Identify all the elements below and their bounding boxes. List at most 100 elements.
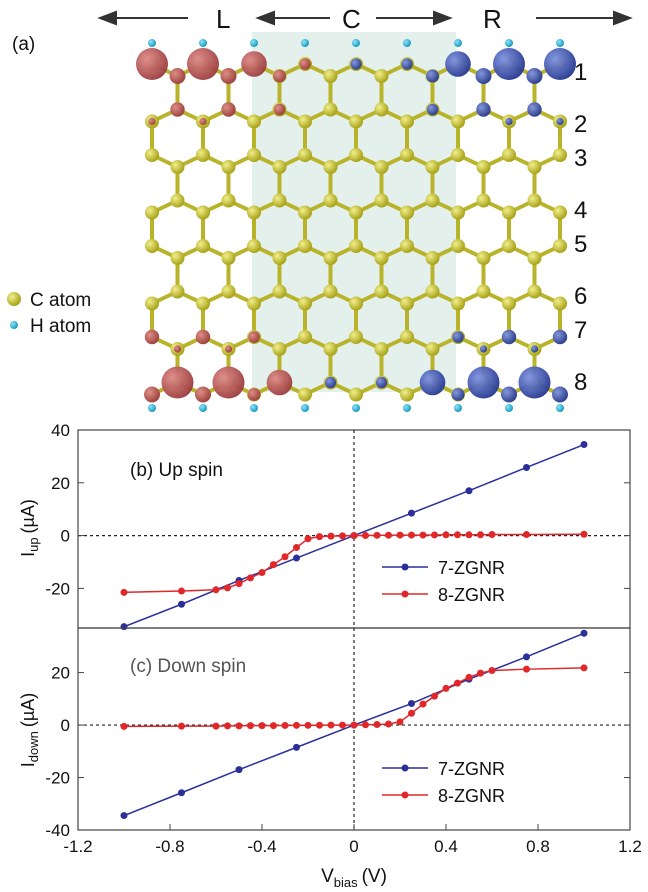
data-point-8-ZGNR <box>270 561 277 569</box>
data-point-8-ZGNR <box>396 531 404 539</box>
down-spin-density <box>452 331 464 343</box>
up-spin-density <box>220 68 237 84</box>
carbon-atom <box>400 387 414 402</box>
up-legend-8-marker <box>401 590 409 598</box>
carbon-atom <box>247 296 261 311</box>
up-spin-density <box>169 68 186 84</box>
down-spin-density <box>552 329 568 345</box>
carbon-atom <box>349 114 363 129</box>
carbon-atom <box>553 148 567 162</box>
carbon-atom <box>527 251 542 265</box>
carbon-atom <box>145 239 159 253</box>
up-spin-density <box>136 48 168 80</box>
data-point-8-ZGNR <box>580 530 588 538</box>
hydrogen-atom <box>454 39 462 47</box>
down-spin-density <box>556 117 564 126</box>
down-spin-density <box>544 48 576 80</box>
x-axis-label: Vbias (V) <box>321 866 387 890</box>
down-spin-density <box>493 48 525 80</box>
carbon-atom <box>196 239 210 253</box>
hydrogen-atoms <box>148 39 564 412</box>
carbon-atom <box>170 251 185 265</box>
center-left-arrow-head <box>255 10 275 26</box>
data-point-8-ZGNR <box>281 553 289 561</box>
data-point-8-ZGNR <box>247 574 254 582</box>
x-tick-label: 0.4 <box>434 837 458 856</box>
down-spin-density <box>401 58 413 70</box>
data-point-8-ZGNR <box>304 721 312 729</box>
hydrogen-atom <box>505 404 513 412</box>
h-atom-label: H atom <box>30 316 91 337</box>
carbon-atom <box>476 284 491 299</box>
row-number-1: 1 <box>574 59 587 86</box>
data-point-7-ZGNR <box>293 743 300 751</box>
data-point-8-ZGNR <box>454 531 461 539</box>
data-point-8-ZGNR <box>224 722 231 730</box>
data-point-8-ZGNR <box>120 588 128 596</box>
hydrogen-atom <box>148 404 156 412</box>
carbon-atom <box>298 330 312 344</box>
carbon-atom <box>272 284 287 299</box>
hydrogen-atom <box>556 404 564 412</box>
y-tick-label: 0 <box>61 716 70 735</box>
h-atom-swatch <box>10 321 18 329</box>
carbon-atom <box>425 193 440 208</box>
data-point-8-ZGNR <box>477 669 484 677</box>
carbon-atom <box>553 296 567 311</box>
carbon-atom <box>298 205 312 220</box>
down-spin-series <box>120 629 588 820</box>
carbon-atom <box>247 148 261 162</box>
x-tick-label: -1.2 <box>63 837 92 856</box>
data-point-8-ZGNR <box>396 718 404 726</box>
carbon-atom <box>247 114 261 129</box>
carbon-atom <box>196 296 210 311</box>
data-point-8-ZGNR <box>316 721 323 729</box>
data-point-8-ZGNR <box>419 700 427 708</box>
down-legend-7-label: 7-ZGNR <box>438 759 505 779</box>
data-point-7-ZGNR <box>120 623 128 631</box>
y-tick-label: -40 <box>45 821 70 840</box>
carbon-atom <box>221 284 236 299</box>
down-spin-density <box>552 386 568 403</box>
carbon-atom <box>247 205 261 220</box>
x-tick-label: 1.2 <box>618 837 642 856</box>
y-tick-label: 20 <box>51 474 70 493</box>
down-spin-density <box>419 369 446 396</box>
up-spin-density <box>241 51 267 77</box>
down-spin-density <box>479 345 488 353</box>
data-point-8-ZGNR <box>339 721 346 729</box>
data-point-8-ZGNR <box>385 531 392 539</box>
data-point-8-ZGNR <box>465 531 473 539</box>
carbon-atom <box>502 296 516 311</box>
hydrogen-atom <box>454 404 462 412</box>
data-point-7-ZGNR <box>408 509 415 517</box>
down-spin-panel-title: (c) Down spin <box>130 656 246 677</box>
data-point-8-ZGNR <box>465 673 473 681</box>
data-point-8-ZGNR <box>442 531 450 539</box>
data-point-8-ZGNR <box>431 692 438 700</box>
y-tick-label: -20 <box>45 579 70 598</box>
carbon-atom <box>425 251 440 265</box>
hydrogen-atom <box>250 404 258 412</box>
data-point-8-ZGNR <box>224 584 231 592</box>
carbon-atom <box>553 205 567 220</box>
carbon-atom <box>298 239 312 253</box>
row-number-7: 7 <box>574 317 587 344</box>
region-label-right: R <box>483 4 502 34</box>
down-spin-density <box>475 68 492 84</box>
region-label-left: L <box>216 4 230 34</box>
down-spin-density <box>476 102 491 117</box>
carbon-atom <box>323 342 338 356</box>
row-number-3: 3 <box>574 145 587 172</box>
up-legend-8-label: 8-ZGNR <box>438 585 505 605</box>
data-point-8-ZGNR <box>408 709 415 717</box>
down-spin-density <box>445 51 471 77</box>
down-spin-density <box>501 386 517 403</box>
row-number-4: 4 <box>574 197 587 224</box>
carbon-atom <box>272 160 287 174</box>
down-spin-density <box>505 117 513 126</box>
data-point-8-ZGNR <box>477 531 484 539</box>
carbon-atom <box>425 342 440 356</box>
spin-density-spheres <box>136 48 576 403</box>
